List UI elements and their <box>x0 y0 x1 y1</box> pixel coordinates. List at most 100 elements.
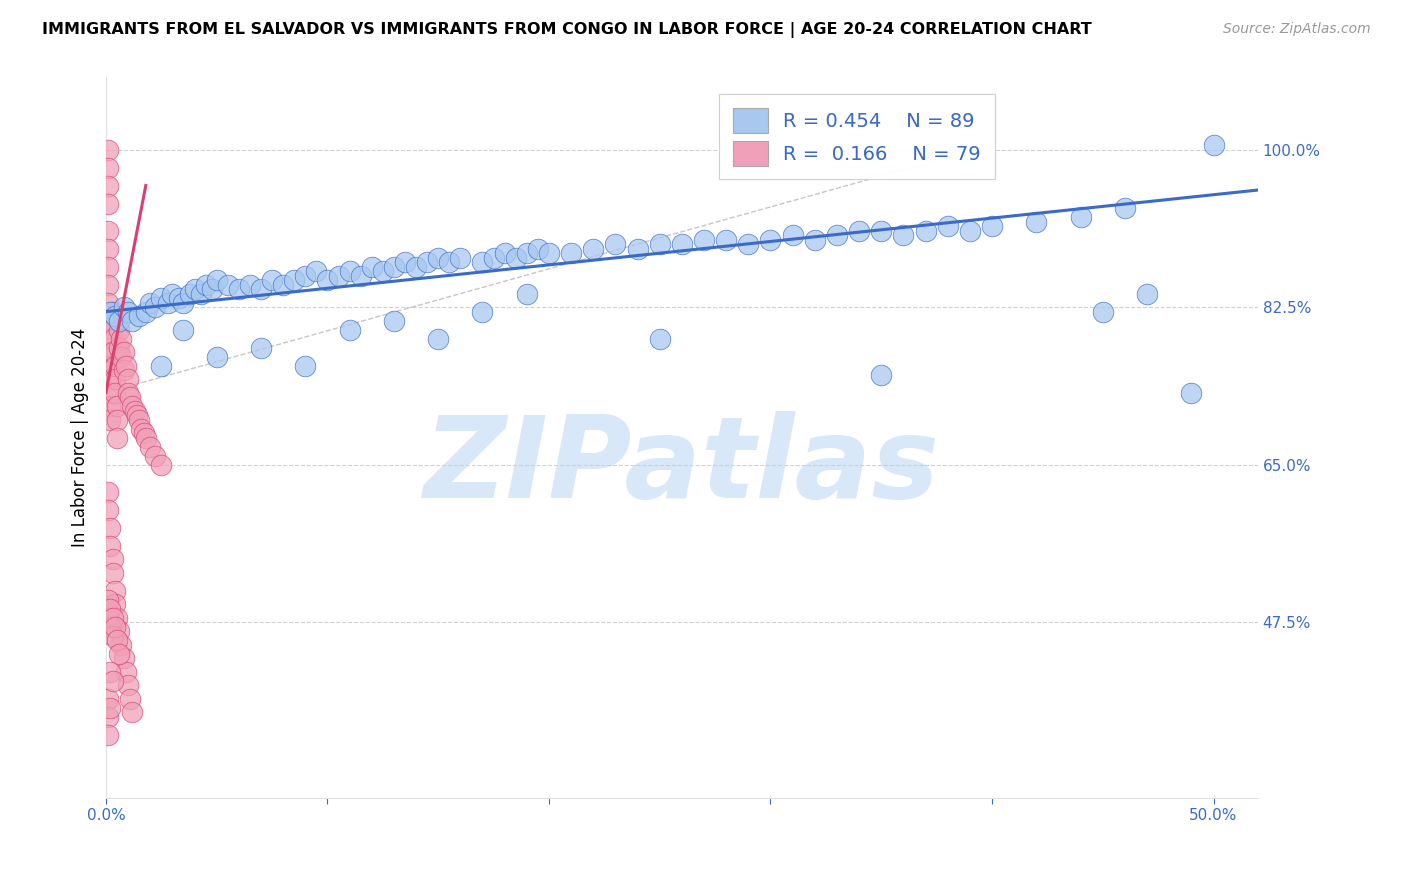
Point <box>98 665 121 679</box>
Point <box>194 277 217 292</box>
Point <box>97 692 120 706</box>
Point <box>471 304 494 318</box>
Point <box>605 237 627 252</box>
Point <box>870 368 893 382</box>
Point <box>516 286 538 301</box>
Point <box>294 359 316 373</box>
Point <box>101 611 124 625</box>
Point <box>104 372 127 386</box>
Point <box>97 611 120 625</box>
Point <box>294 268 316 283</box>
Point <box>156 295 179 310</box>
Point <box>121 706 143 720</box>
Point <box>371 264 394 278</box>
Point <box>648 332 671 346</box>
Point <box>120 692 142 706</box>
Point <box>105 611 128 625</box>
Point <box>97 710 120 724</box>
Point <box>179 286 201 301</box>
Point <box>167 291 190 305</box>
Point <box>560 246 582 260</box>
Point <box>120 390 142 404</box>
Point <box>104 385 127 400</box>
Point <box>936 219 959 233</box>
Point <box>97 593 120 607</box>
Point <box>98 359 121 373</box>
Point <box>427 332 450 346</box>
Point <box>339 264 361 278</box>
Point <box>471 255 494 269</box>
Point <box>217 277 239 292</box>
Point <box>117 385 139 400</box>
Point <box>97 178 120 193</box>
Point <box>128 309 150 323</box>
Point <box>205 273 228 287</box>
Point <box>101 673 124 688</box>
Point <box>482 251 505 265</box>
Point <box>825 228 848 243</box>
Point <box>104 583 127 598</box>
Point <box>97 728 120 742</box>
Point <box>97 260 120 274</box>
Point <box>360 260 382 274</box>
Point <box>101 552 124 566</box>
Point <box>737 237 759 252</box>
Point <box>1114 201 1136 215</box>
Point <box>693 233 716 247</box>
Point <box>626 242 648 256</box>
Point <box>271 277 294 292</box>
Point <box>250 282 273 296</box>
Point <box>98 620 121 634</box>
Point <box>101 345 124 359</box>
Point <box>427 251 450 265</box>
Point <box>328 268 350 283</box>
Point <box>117 678 139 692</box>
Point <box>239 277 262 292</box>
Point <box>110 638 132 652</box>
Point <box>131 422 153 436</box>
Point <box>714 233 737 247</box>
Point <box>104 359 127 373</box>
Point <box>97 484 120 499</box>
Point <box>124 403 146 417</box>
Point <box>250 341 273 355</box>
Point <box>394 255 416 269</box>
Point <box>439 255 461 269</box>
Point <box>382 313 405 327</box>
Point <box>98 413 121 427</box>
Y-axis label: In Labor Force | Age 20-24: In Labor Force | Age 20-24 <box>72 328 89 548</box>
Point <box>105 431 128 445</box>
Point <box>101 318 124 333</box>
Point <box>205 350 228 364</box>
Point <box>228 282 250 296</box>
Point <box>183 282 205 296</box>
Point <box>128 413 150 427</box>
Point <box>537 246 560 260</box>
Point <box>339 323 361 337</box>
Text: Source: ZipAtlas.com: Source: ZipAtlas.com <box>1223 22 1371 37</box>
Point <box>98 385 121 400</box>
Point <box>914 223 936 237</box>
Point <box>305 264 328 278</box>
Point <box>449 251 471 265</box>
Point <box>125 409 148 423</box>
Point <box>283 273 305 287</box>
Text: ZIPatlas: ZIPatlas <box>423 411 941 522</box>
Point <box>139 440 162 454</box>
Point <box>108 647 131 661</box>
Point <box>112 345 135 359</box>
Point <box>516 246 538 260</box>
Text: IMMIGRANTS FROM EL SALVADOR VS IMMIGRANTS FROM CONGO IN LABOR FORCE | AGE 20-24 : IMMIGRANTS FROM EL SALVADOR VS IMMIGRANT… <box>42 22 1092 38</box>
Point <box>101 304 124 318</box>
Point <box>132 426 155 441</box>
Point <box>121 313 143 327</box>
Point <box>104 598 127 612</box>
Point <box>110 350 132 364</box>
Point <box>98 539 121 553</box>
Point <box>1202 138 1225 153</box>
Point <box>105 399 128 413</box>
Point <box>112 363 135 377</box>
Point <box>98 701 121 715</box>
Point <box>139 295 162 310</box>
Point <box>98 332 121 346</box>
